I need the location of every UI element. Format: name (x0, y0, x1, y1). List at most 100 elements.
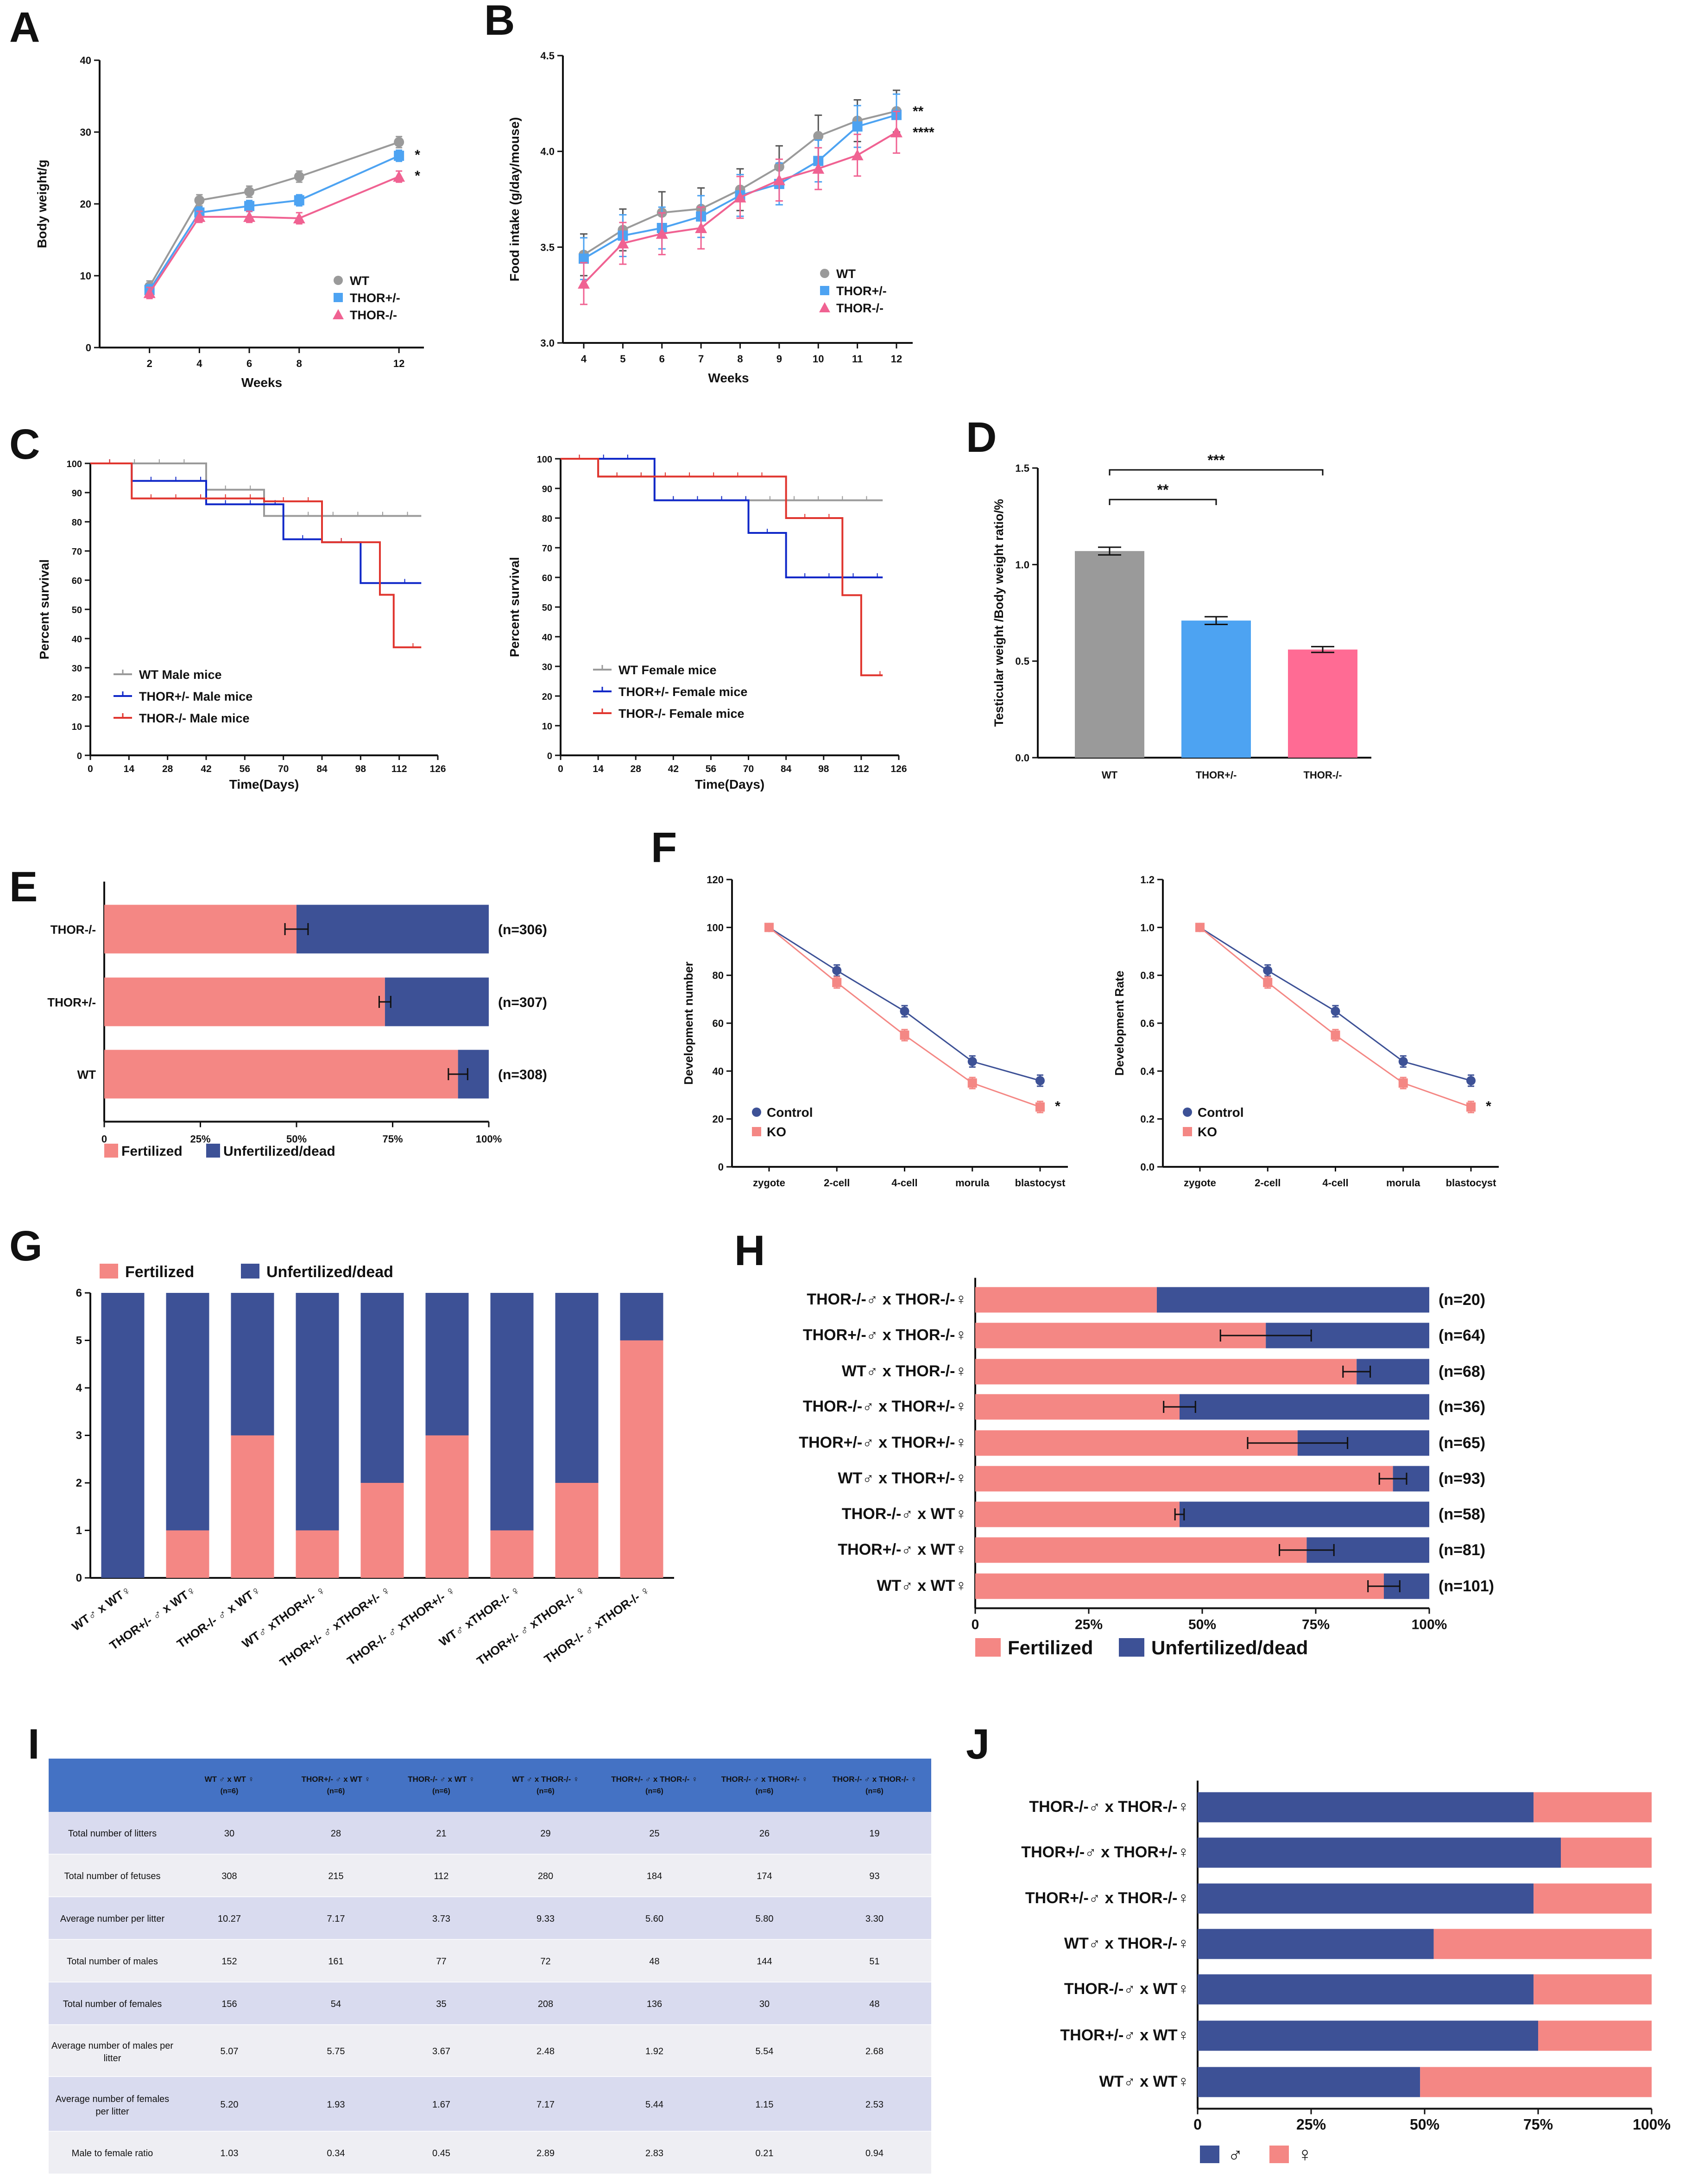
x-tick-label: 25% (190, 1133, 210, 1145)
x-tick-label: THOR-/- (1303, 769, 1342, 781)
panel-letter-H: H (734, 1227, 765, 1274)
y-tick-label: 1.5 (1015, 462, 1029, 474)
annotation: *** (1207, 452, 1225, 468)
y-tick-label: 100 (707, 922, 724, 933)
y-tick-label: 4 (76, 1382, 82, 1394)
x-tick-label: 0 (88, 764, 93, 774)
table-cell: Total number of fetuses (64, 1871, 161, 1881)
panel-letter-B: B (484, 0, 515, 44)
y-tick-label: 0.0 (1015, 752, 1029, 764)
point (1263, 978, 1273, 988)
bar-segment (1538, 2020, 1652, 2051)
legend-label: WT (350, 274, 369, 288)
survival-curve (561, 458, 883, 578)
table-cell: 5.07 (221, 2046, 239, 2057)
legend-label: THOR+/- Male mice (139, 690, 252, 703)
point (967, 1078, 977, 1088)
annotation: * (1486, 1099, 1491, 1114)
table-cell: 136 (647, 1999, 662, 2009)
point (578, 277, 590, 289)
table-header-bg (49, 1759, 931, 1812)
x-tick-label: 25% (1296, 2116, 1326, 2133)
y-tick-label: 20 (72, 693, 82, 703)
table-cell: 29 (540, 1829, 550, 1839)
point (812, 162, 825, 174)
bar-segment (1198, 1974, 1534, 2005)
y-tick-label: 1.0 (1140, 922, 1155, 933)
y-tick-label: 70 (72, 547, 82, 557)
y-tick-label: 90 (542, 484, 552, 494)
table-cell: 152 (221, 1956, 237, 1967)
legend-swatch (1119, 1638, 1144, 1657)
y-axis-label: Development Rate (1112, 971, 1126, 1076)
table-header-cell: THOR+/- ♂ x WT ♀ (302, 1775, 371, 1784)
table-cell: 3.30 (865, 1914, 884, 1924)
y-tick-label: 30 (72, 664, 82, 674)
y-tick-label: 0.0 (1140, 1161, 1155, 1173)
y-tick-label: 60 (542, 573, 552, 583)
table-cell: 0.21 (756, 2148, 774, 2159)
category-label: THOR+/-♂ x WT♀ (1060, 2026, 1189, 2044)
count-label: (n=68) (1439, 1363, 1485, 1380)
y-tick-label: 3 (76, 1430, 82, 1442)
x-tick-label: 12 (891, 353, 902, 365)
y-tick-label: 0 (77, 751, 82, 761)
bar-segment (296, 1530, 339, 1578)
bar-segment (231, 1293, 274, 1436)
bar-segment (166, 1293, 209, 1531)
y-tick-label: 0 (547, 751, 552, 761)
series-line (148, 141, 399, 287)
table-cell: 0.94 (865, 2148, 884, 2159)
panel-letter-E: E (9, 863, 38, 911)
point (1183, 1127, 1192, 1136)
point (244, 186, 255, 197)
x-tick-label: 11 (852, 353, 863, 365)
table-cell: 156 (221, 1999, 237, 2009)
table-header-cell: (n=6) (536, 1787, 555, 1795)
table-cell: 144 (757, 1956, 772, 1967)
legend-label: THOR-/- Male mice (139, 711, 250, 725)
table-cell: 208 (538, 1999, 553, 2009)
x-tick-label: WT♂ x WT♀ (69, 1583, 133, 1633)
y-tick-label: 0.5 (1015, 656, 1029, 667)
table-cell: 112 (434, 1871, 449, 1881)
y-tick-label: 70 (542, 544, 552, 554)
x-tick-label: THOR+/- (1196, 769, 1237, 781)
table-cell: 30 (759, 1999, 770, 2009)
x-tick-label: 0 (972, 1617, 979, 1633)
bar-segment (975, 1573, 1384, 1599)
legend-label: WT (836, 267, 856, 281)
bar-segment (975, 1287, 1157, 1313)
y-tick-label: 3.5 (540, 241, 555, 253)
table-header-cell: WT ♂ x WT ♀ (205, 1775, 254, 1784)
y-tick-label: 100 (67, 459, 82, 469)
x-tick-label: morula (1386, 1177, 1420, 1189)
x-tick-label: THOR-/- ♂ xTHOR-/- ♀ (542, 1583, 653, 1666)
table-cell: 215 (328, 1871, 343, 1881)
x-tick-label: 6 (659, 353, 665, 365)
bar-segment (104, 905, 297, 954)
legend-label: Fertilized (1008, 1637, 1093, 1659)
table-cell: Total number of litters (68, 1829, 157, 1839)
bar-segment (385, 977, 489, 1026)
point (820, 269, 829, 278)
bar-segment (490, 1530, 534, 1578)
point (1398, 1078, 1408, 1088)
count-label: (n=81) (1439, 1541, 1485, 1559)
table-cell: 19 (869, 1829, 879, 1839)
table-cell: 1.67 (432, 2100, 450, 2110)
panel-letter-D: D (966, 414, 997, 461)
x-tick-label: 4 (196, 358, 202, 369)
x-tick-label: 56 (240, 764, 250, 774)
x-tick-label: 126 (429, 764, 446, 774)
bar-segment (1198, 1929, 1434, 1959)
bar-segment (620, 1340, 663, 1578)
legend-label: KO (767, 1125, 786, 1139)
point (656, 228, 668, 239)
table-cell: 48 (869, 1999, 879, 2009)
point (1195, 923, 1205, 932)
legend-label: Control (1198, 1105, 1244, 1120)
count-label: (n=308) (498, 1067, 547, 1083)
bar-segment (1534, 1792, 1652, 1823)
table-cell: 72 (540, 1956, 550, 1967)
